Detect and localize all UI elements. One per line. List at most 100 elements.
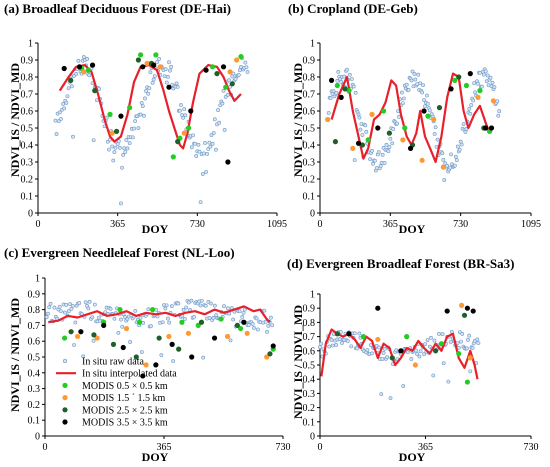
y-tick-label: 0.1 (303, 192, 316, 203)
raw-data-point (157, 56, 162, 61)
modis-point (444, 308, 450, 314)
raw-data-point (139, 350, 144, 355)
raw-data-point (440, 332, 445, 337)
raw-data-point (193, 141, 198, 146)
raw-data-point (483, 69, 488, 74)
raw-data-point (418, 349, 423, 354)
modis-point (181, 130, 187, 136)
x-tick-label: 730 (276, 442, 291, 453)
raw-data-point (471, 98, 476, 103)
raw-data-point (108, 307, 113, 311)
y-tick-label: 0.2 (303, 175, 316, 186)
raw-data-point (72, 343, 76, 347)
modis-point (144, 60, 150, 66)
raw-data-point (175, 85, 180, 89)
raw-data-point (103, 310, 108, 315)
raw-data-point (212, 117, 217, 122)
raw-data-point (222, 304, 226, 309)
raw-data-point (371, 161, 375, 166)
raw-data-point (391, 127, 396, 131)
x-axis-label: DOY (399, 222, 426, 236)
raw-data-point (401, 384, 406, 388)
modis-point (334, 82, 340, 89)
modis-point (375, 125, 381, 131)
raw-data-point (345, 339, 350, 343)
raw-data-point (255, 327, 260, 332)
legend-label: MODIS 3.5 × 3.5 km (82, 418, 168, 429)
raw-data-point (435, 137, 440, 142)
modis-point (234, 57, 240, 63)
raw-data-point (163, 306, 168, 311)
raw-data-point (198, 200, 203, 205)
modis-point (136, 319, 143, 325)
raw-data-point (46, 311, 50, 316)
y-tick-label: 0.8 (303, 73, 316, 84)
y-tick-label: 0.6 (303, 107, 316, 118)
modis-point (440, 164, 446, 170)
raw-data-point (461, 122, 466, 127)
y-axis-label: NDVI_IS / NDVI_MD (291, 305, 305, 419)
raw-data-point (76, 58, 81, 63)
raw-data-point (123, 150, 128, 154)
raw-data-point (136, 126, 141, 131)
raw-data-point (53, 118, 58, 123)
raw-data-point (377, 345, 381, 350)
raw-data-point (337, 337, 342, 342)
raw-data-point (192, 315, 196, 319)
raw-data-point (198, 303, 203, 308)
raw-data-point (91, 338, 96, 343)
x-axis-label: DOY (142, 450, 169, 464)
raw-data-point (146, 91, 151, 96)
raw-data-point (382, 161, 387, 165)
raw-data-point (448, 340, 453, 344)
x-tick-label: 1095 (267, 219, 287, 230)
raw-data-point (497, 109, 502, 114)
modis-point (477, 88, 483, 94)
x-tick-label: 0 (318, 219, 323, 230)
raw-data-point (455, 144, 460, 149)
raw-data-point (414, 348, 418, 353)
raw-data-point (468, 369, 473, 374)
modis-point (467, 71, 473, 77)
modis-point (419, 157, 425, 163)
raw-data-point (470, 346, 475, 350)
raw-data-point (44, 315, 49, 319)
y-tick-label: 0.3 (303, 158, 316, 169)
y-tick-label: 0.5 (303, 124, 316, 135)
raw-data-point (119, 201, 123, 206)
modis-point (475, 94, 481, 100)
raw-data-point (479, 84, 484, 89)
raw-data-point (140, 104, 145, 109)
raw-data-point (139, 100, 144, 105)
modis-point (203, 67, 209, 73)
modis-point (402, 125, 408, 131)
modis-point (459, 302, 465, 308)
raw-data-point (56, 119, 61, 124)
raw-data-point (70, 304, 75, 308)
modis-point (157, 64, 163, 70)
raw-data-point (360, 133, 365, 137)
raw-data-point (319, 341, 324, 346)
modis-point (220, 64, 227, 70)
modis-point (375, 305, 381, 311)
raw-data-point (64, 100, 69, 105)
raw-data-point (205, 151, 210, 156)
modis-point (404, 334, 410, 340)
x-tick-label: 365 (157, 442, 172, 453)
y-tick-label: 0.8 (28, 305, 41, 316)
raw-data-point (472, 81, 477, 85)
raw-data-point (194, 154, 199, 158)
raw-data-point (431, 373, 436, 378)
modis-point (467, 355, 473, 361)
x-tick-label: 730 (524, 442, 539, 453)
modis-point (355, 140, 362, 146)
raw-data-point (340, 341, 344, 345)
raw-data-point (125, 146, 130, 151)
raw-data-point (162, 74, 167, 79)
modis-point (433, 348, 439, 354)
interpolated-line (330, 72, 491, 164)
raw-data-point (151, 77, 156, 82)
modis-point (389, 355, 395, 361)
raw-data-point (437, 332, 441, 336)
raw-data-point (335, 78, 340, 83)
